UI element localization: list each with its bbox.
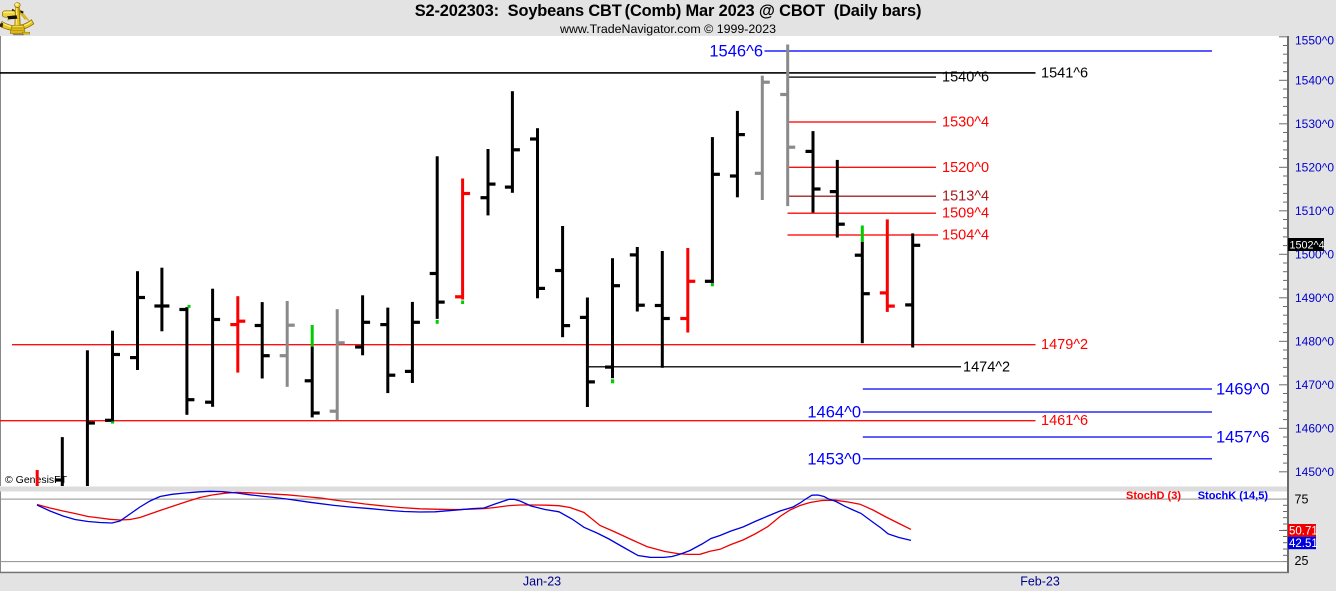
svg-text:1480^0: 1480^0 <box>1295 334 1334 348</box>
svg-text:1513^4: 1513^4 <box>942 189 989 205</box>
svg-text:75: 75 <box>1295 493 1309 507</box>
svg-text:1457^6: 1457^6 <box>1216 429 1270 447</box>
svg-text:1520^0: 1520^0 <box>942 160 989 176</box>
svg-text:StochD (3): StochD (3) <box>1126 490 1181 502</box>
svg-text:1550^0: 1550^0 <box>1295 33 1334 47</box>
svg-text:1450^0: 1450^0 <box>1295 465 1334 479</box>
svg-text:1469^0: 1469^0 <box>1216 381 1270 399</box>
svg-text:1509^4: 1509^4 <box>942 206 989 222</box>
svg-text:1470^0: 1470^0 <box>1295 378 1334 392</box>
svg-text:1541^6: 1541^6 <box>1041 65 1088 81</box>
svg-text:1540^0: 1540^0 <box>1295 73 1334 87</box>
svg-text:1460^0: 1460^0 <box>1295 421 1334 435</box>
svg-text:1453^0: 1453^0 <box>807 450 861 468</box>
svg-text:1479^2: 1479^2 <box>1041 337 1088 353</box>
svg-text:1490^0: 1490^0 <box>1295 291 1334 305</box>
svg-text:1520^0: 1520^0 <box>1295 160 1334 174</box>
svg-text:25: 25 <box>1295 554 1309 568</box>
svg-text:1461^6: 1461^6 <box>1041 413 1088 429</box>
svg-text:Feb-23: Feb-23 <box>1020 575 1060 589</box>
svg-text:StochK (14,5): StochK (14,5) <box>1198 490 1269 502</box>
svg-text:42.51: 42.51 <box>1289 538 1318 550</box>
svg-text:1510^0: 1510^0 <box>1295 204 1334 218</box>
svg-text:1530^4: 1530^4 <box>942 115 989 131</box>
svg-text:1502^4: 1502^4 <box>1290 239 1325 251</box>
svg-text:1464^0: 1464^0 <box>807 404 861 422</box>
svg-text:1474^2: 1474^2 <box>963 359 1010 375</box>
svg-text:Jan-23: Jan-23 <box>523 575 561 589</box>
svg-text:50.71: 50.71 <box>1289 525 1318 537</box>
svg-text:1530^0: 1530^0 <box>1295 117 1334 131</box>
svg-text:1540^6: 1540^6 <box>942 70 989 86</box>
svg-text:1504^4: 1504^4 <box>942 228 989 244</box>
svg-text:1546^6: 1546^6 <box>709 43 763 61</box>
